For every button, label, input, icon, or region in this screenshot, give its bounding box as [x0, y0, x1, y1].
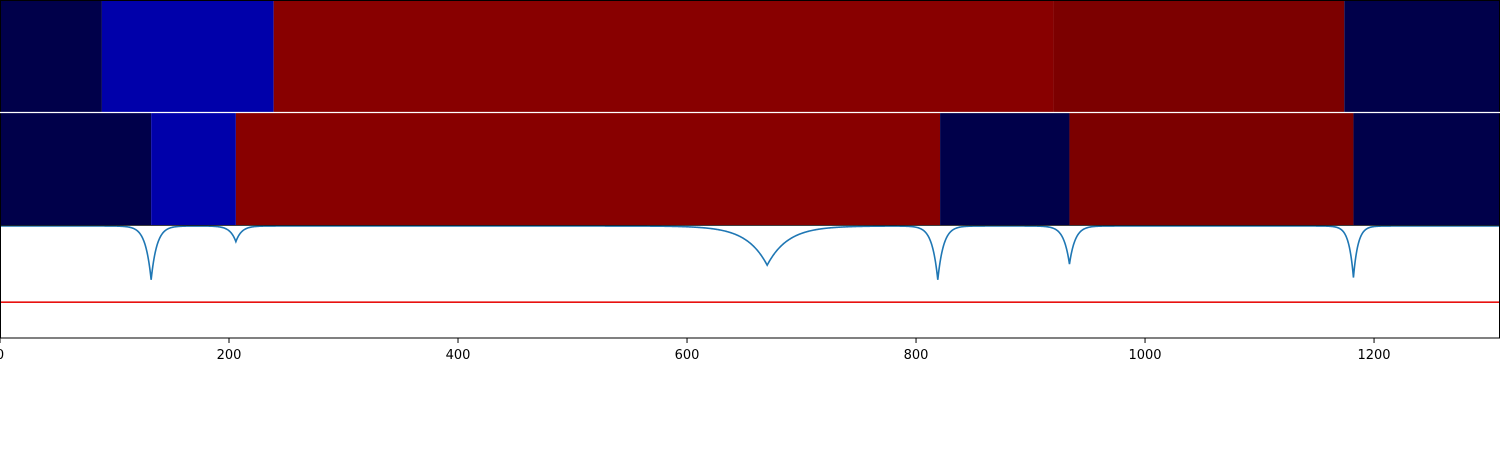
segment-2-2 — [151, 113, 236, 225]
segment-1-4 — [1053, 0, 1345, 112]
segment-2-6 — [1353, 113, 1500, 225]
segment-1-5 — [1344, 0, 1500, 112]
segment-row-1 — [0, 0, 1500, 112]
x-tick-label-200: 200 — [217, 348, 242, 363]
signal-panel-background — [0, 226, 1500, 338]
x-tick-label-600: 600 — [675, 348, 700, 363]
segment-2-3 — [235, 113, 941, 225]
x-tick-label-400: 400 — [446, 348, 471, 363]
segment-1-2 — [101, 0, 274, 112]
segment-2-1 — [0, 113, 152, 225]
segment-1-1 — [0, 0, 102, 112]
signal-line — [0, 225, 1500, 280]
segment-row-2 — [0, 113, 1500, 225]
x-tick-label-1200: 1200 — [1357, 348, 1390, 363]
segment-2-5 — [1069, 113, 1354, 225]
x-tick-label-0: 0 — [0, 348, 4, 363]
segment-1-3 — [273, 0, 1054, 112]
signal-panel — [0, 225, 1500, 338]
x-axis: 0 200 400 600 800 1000 1200 — [0, 338, 1391, 363]
x-tick-label-800: 800 — [904, 348, 929, 363]
x-tick-label-1000: 1000 — [1128, 348, 1161, 363]
segment-2-4 — [940, 113, 1070, 225]
